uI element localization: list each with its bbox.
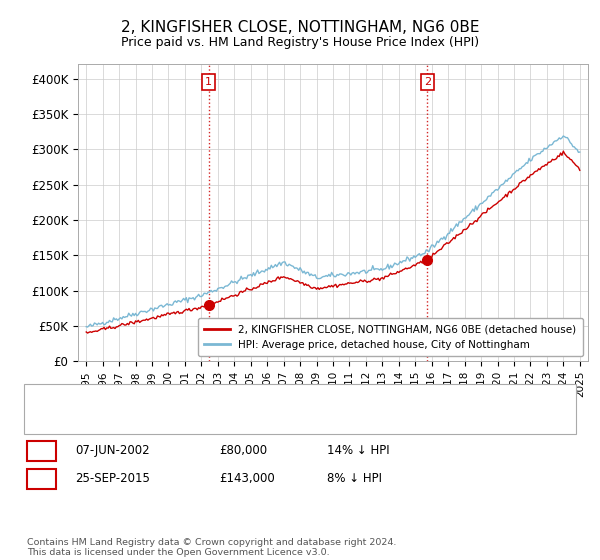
Text: 1: 1 (37, 444, 46, 458)
Text: 2, KINGFISHER CLOSE, NOTTINGHAM, NG6 0BE (detached house): 2, KINGFISHER CLOSE, NOTTINGHAM, NG6 0BE… (78, 388, 434, 398)
Text: ————: ———— (42, 388, 86, 398)
Text: 8% ↓ HPI: 8% ↓ HPI (327, 472, 382, 486)
Text: 07-JUN-2002: 07-JUN-2002 (75, 444, 149, 458)
Text: 2: 2 (424, 77, 431, 87)
Text: 14% ↓ HPI: 14% ↓ HPI (327, 444, 389, 458)
Text: 1: 1 (205, 77, 212, 87)
Text: 2, KINGFISHER CLOSE, NOTTINGHAM, NG6 0BE: 2, KINGFISHER CLOSE, NOTTINGHAM, NG6 0BE (121, 20, 479, 35)
Text: ————: ———— (42, 409, 86, 419)
Text: 2: 2 (37, 472, 46, 486)
Text: £80,000: £80,000 (219, 444, 267, 458)
Text: £143,000: £143,000 (219, 472, 275, 486)
Legend: 2, KINGFISHER CLOSE, NOTTINGHAM, NG6 0BE (detached house), HPI: Average price, d: 2, KINGFISHER CLOSE, NOTTINGHAM, NG6 0BE… (198, 318, 583, 356)
Text: HPI: Average price, detached house, City of Nottingham: HPI: Average price, detached house, City… (78, 409, 384, 419)
Text: 25-SEP-2015: 25-SEP-2015 (75, 472, 150, 486)
Text: Contains HM Land Registry data © Crown copyright and database right 2024.
This d: Contains HM Land Registry data © Crown c… (27, 538, 397, 557)
Text: Price paid vs. HM Land Registry's House Price Index (HPI): Price paid vs. HM Land Registry's House … (121, 36, 479, 49)
